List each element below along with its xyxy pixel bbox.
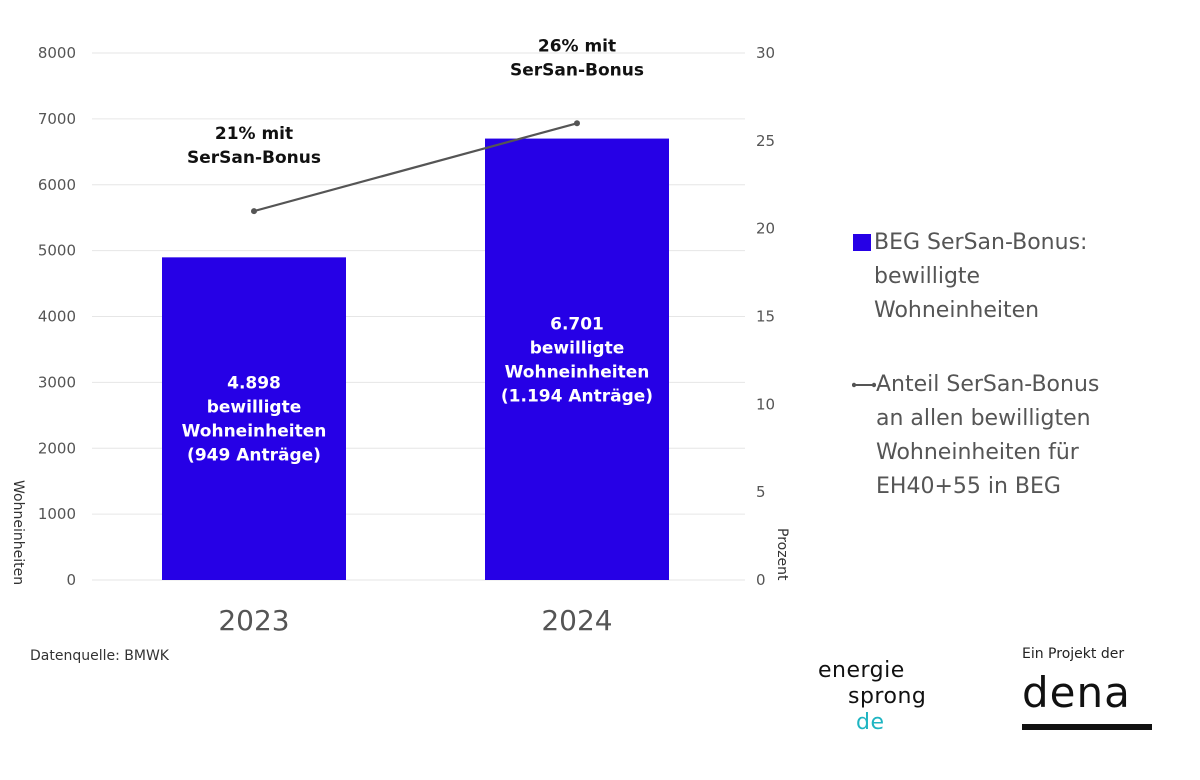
legend-bar-text: BEG SerSan-Bonus: bewilligte Wohneinheit… xyxy=(874,226,1087,328)
legend-line-line: Anteil SerSan-Bonus xyxy=(876,372,1100,397)
y-left-tick-label: 2000 xyxy=(38,439,76,457)
y-right-tick-label: 20 xyxy=(756,220,775,238)
legend-bar-line: BEG SerSan-Bonus: xyxy=(874,230,1088,255)
y-left-tick-label: 4000 xyxy=(38,308,76,326)
bar-data-label-line: (1.194 Anträge) xyxy=(501,386,653,406)
line-point xyxy=(574,120,580,127)
x-category-label: 2024 xyxy=(541,604,612,637)
legend: BEG SerSan-Bonus: bewilligte Wohneinheit… xyxy=(852,226,1152,504)
energiesprong-logo: energie sprong de xyxy=(818,658,988,738)
line-annotation: 21% mit SerSan-Bonus xyxy=(187,124,321,168)
bar-data-label: 4.898 bewilligte Wohneinheiten (949 Anträge… xyxy=(182,374,327,466)
legend-line-line: EH40+55 in BEG xyxy=(876,474,1061,499)
bar-data-label-line: (949 Anträge) xyxy=(187,446,321,466)
y-right-tick-label: 15 xyxy=(756,308,775,326)
bar-data-label-line: Wohneinheiten xyxy=(182,422,327,442)
dena-logo: Ein Projekt der dena xyxy=(1022,646,1172,736)
y-axis-right-title: Prozent xyxy=(774,528,790,581)
line-annotations: 21% mit SerSan-Bonus 26% mit SerSan-Bonus xyxy=(187,36,644,168)
y-left-tick-label: 5000 xyxy=(38,242,76,260)
legend-bar-swatch-icon xyxy=(853,234,871,251)
line-annotation-line: 21% mit xyxy=(215,124,293,144)
y-left-tick-label: 1000 xyxy=(38,505,76,523)
dena-wordmark: dena xyxy=(1022,668,1131,717)
legend-line-text: Anteil SerSan-Bonus an allen bewilligten… xyxy=(876,368,1099,504)
logo-word-energie: energie xyxy=(818,658,905,683)
y-left-tick-label: 6000 xyxy=(38,176,76,194)
x-axis-categories: 2023 2024 xyxy=(218,604,612,637)
bar-data-label-line: bewilligte xyxy=(207,398,302,418)
line-point xyxy=(251,208,257,215)
logo-word-de: de xyxy=(856,710,885,735)
bar-data-labels: 4.898 bewilligte Wohneinheiten (949 Anträge… xyxy=(182,314,653,465)
dena-intro-text: Ein Projekt der xyxy=(1022,646,1125,662)
y-left-tick-label: 8000 xyxy=(38,44,76,62)
logo-word-sprong: sprong xyxy=(848,684,927,709)
bar-data-label: 6.701 bewilligte Wohneinheiten (1.194 Anträ… xyxy=(501,314,653,406)
legend-bar-line: bewilligte xyxy=(874,264,981,289)
y-axis-left-ticks: 0 1000 2000 3000 4000 5000 6000 7000 8000 xyxy=(38,44,76,589)
bar-data-label-line: bewilligte xyxy=(530,338,625,358)
y-right-tick-label: 25 xyxy=(756,132,775,150)
y-left-tick-label: 0 xyxy=(66,571,76,589)
bar-series xyxy=(162,138,669,580)
y-right-tick-label: 5 xyxy=(756,483,766,501)
line-series xyxy=(251,120,580,215)
legend-item-line: Anteil SerSan-Bonus an allen bewilligten… xyxy=(852,368,1152,504)
y-right-tick-label: 10 xyxy=(756,395,775,413)
y-axis-left-title: Wohneinheiten xyxy=(10,480,26,585)
bar-data-label-line: 4.898 xyxy=(227,374,281,394)
legend-item-bars: BEG SerSan-Bonus: bewilligte Wohneinheit… xyxy=(852,226,1152,328)
legend-line-line: an allen bewilligten xyxy=(876,406,1091,431)
y-left-tick-label: 7000 xyxy=(38,110,76,128)
line-annotation-line: SerSan-Bonus xyxy=(510,60,644,80)
data-source: Datenquelle: BMWK xyxy=(30,648,169,664)
dena-underline xyxy=(1022,724,1152,730)
x-category-label: 2023 xyxy=(218,604,289,637)
legend-line-line: Wohneinheiten für xyxy=(876,440,1079,465)
y-right-tick-label: 30 xyxy=(756,44,775,62)
line-path xyxy=(253,122,578,213)
bar xyxy=(162,257,346,580)
y-left-tick-label: 3000 xyxy=(38,373,76,391)
y-right-tick-label: 0 xyxy=(756,571,766,589)
legend-bar-line: Wohneinheiten xyxy=(874,298,1040,323)
line-annotation: 26% mit SerSan-Bonus xyxy=(510,36,644,80)
line-annotation-line: 26% mit xyxy=(538,36,616,56)
line-annotation-line: SerSan-Bonus xyxy=(187,148,321,168)
bar-data-label-line: Wohneinheiten xyxy=(505,362,650,382)
bar-data-label-line: 6.701 xyxy=(550,314,604,334)
y-axis-right-ticks: 0 5 10 15 20 25 30 xyxy=(756,44,775,589)
bar xyxy=(485,138,669,580)
legend-line-swatch-icon xyxy=(852,382,876,388)
